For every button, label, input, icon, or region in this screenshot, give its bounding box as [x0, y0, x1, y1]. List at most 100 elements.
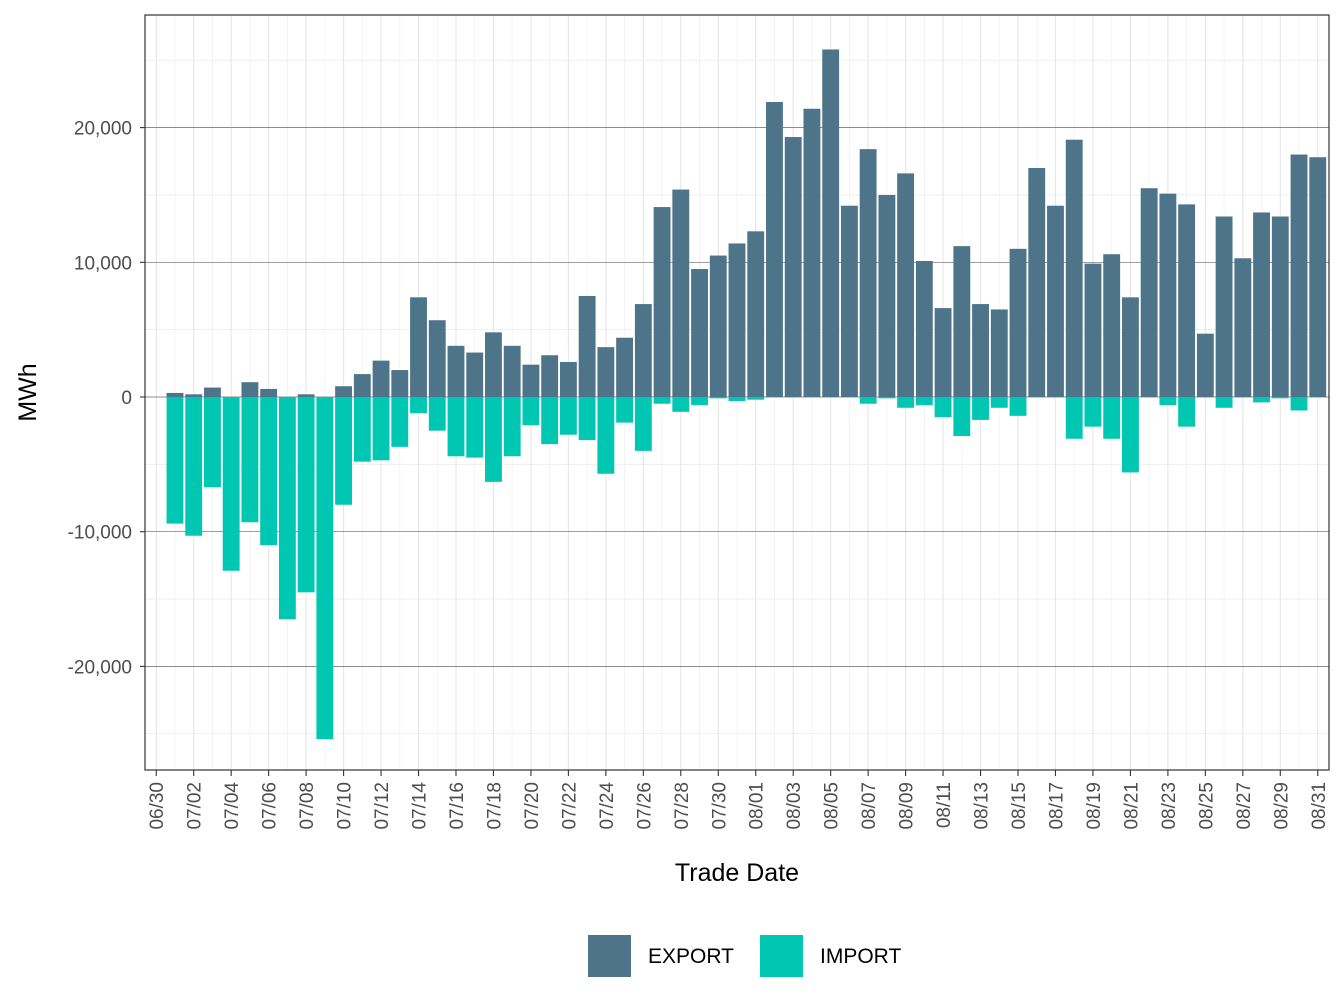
x-tick-label: 07/20 [522, 782, 543, 830]
export-bar-08-22 [1140, 188, 1158, 397]
export-bar-07-26 [634, 304, 652, 397]
export-legend-label: EXPORT [648, 945, 734, 968]
x-tick-label: 08/11 [934, 782, 955, 828]
import-bar-08-29 [1271, 397, 1289, 399]
import-bar-07-28 [672, 397, 690, 412]
import-bar-07-16 [447, 397, 465, 457]
export-bar-07-23 [578, 295, 596, 397]
x-axis-title: Trade Date [675, 859, 799, 887]
export-bar-08-03 [784, 137, 802, 398]
import-bar-08-21 [1121, 397, 1139, 473]
import-bar-08-24 [1178, 397, 1196, 427]
import-bar-08-11 [934, 397, 952, 418]
export-bar-07-20 [522, 364, 540, 397]
x-tick-label: 07/08 [297, 782, 318, 830]
export-bar-07-24 [597, 347, 615, 397]
x-tick-label: 08/29 [1271, 782, 1292, 830]
export-bar-08-26 [1215, 216, 1233, 397]
export-bar-07-28 [672, 189, 690, 397]
export-bar-07-12 [372, 360, 390, 397]
export-bar-07-29 [691, 269, 708, 397]
import-bar-08-10 [915, 397, 933, 406]
export-bar-07-14 [410, 297, 427, 397]
import-legend-label: IMPORT [820, 945, 901, 968]
export-bar-07-05 [241, 382, 259, 397]
import-bar-07-30 [709, 397, 727, 399]
x-tick-label: 06/30 [147, 782, 168, 830]
import-bar-08-01 [747, 397, 765, 400]
x-tick-label: 08/25 [1196, 782, 1217, 830]
import-bar-08-18 [1065, 397, 1083, 439]
export-bar-08-09 [897, 173, 915, 397]
import-bar-08-12 [953, 397, 971, 437]
import-legend-swatch [760, 935, 803, 977]
import-bar-07-07 [278, 397, 296, 620]
x-tick-label: 08/05 [822, 782, 843, 830]
import-bar-07-03 [204, 397, 221, 488]
y-tick-label: 20,000 [74, 119, 132, 140]
export-bar-08-25 [1196, 333, 1214, 397]
export-bar-07-21 [541, 355, 559, 397]
import-bar-07-18 [485, 397, 502, 482]
x-tick-label: 08/31 [1309, 782, 1330, 830]
x-tick-label: 07/22 [559, 782, 580, 830]
plot-panel-border [144, 14, 1330, 771]
import-bar-07-06 [260, 397, 278, 546]
import-bar-07-08 [297, 397, 315, 593]
export-legend-swatch [588, 935, 631, 977]
export-bar-07-06 [260, 388, 278, 397]
export-bar-07-30 [709, 255, 727, 397]
x-tick-label: 08/19 [1084, 782, 1105, 830]
x-tick-label: 07/30 [709, 782, 730, 830]
import-bar-08-20 [1103, 397, 1121, 439]
x-tick-label: 07/10 [335, 782, 356, 830]
export-bar-08-21 [1121, 297, 1139, 397]
x-tick-label: 07/24 [597, 782, 618, 830]
import-bar-08-09 [897, 397, 915, 408]
import-bar-07-02 [185, 397, 203, 536]
import-bar-08-07 [859, 397, 877, 404]
export-bar-08-27 [1234, 258, 1252, 397]
export-bar-07-11 [353, 374, 371, 397]
export-bar-08-08 [878, 194, 896, 397]
import-bar-08-19 [1084, 397, 1102, 427]
import-bar-07-05 [241, 397, 259, 523]
import-bar-07-29 [691, 397, 708, 406]
import-bar-07-12 [372, 397, 390, 461]
import-bar-08-13 [972, 397, 989, 420]
x-tick-label: 08/23 [1159, 782, 1180, 830]
import-bar-08-26 [1215, 397, 1233, 408]
x-tick-label: 08/01 [747, 782, 768, 830]
y-tick-label: 10,000 [74, 253, 132, 274]
x-tick-label: 07/28 [672, 782, 693, 830]
import-bar-08-23 [1159, 397, 1177, 406]
export-bar-08-20 [1103, 254, 1121, 397]
export-bar-08-19 [1084, 263, 1102, 397]
export-bar-08-16 [1028, 168, 1046, 397]
import-bar-07-20 [522, 397, 540, 426]
y-tick-label: -20,000 [68, 657, 132, 678]
x-tick-label: 08/15 [1009, 782, 1030, 830]
legend: EXPORT IMPORT [588, 935, 901, 977]
x-tick-label: 07/14 [410, 782, 431, 830]
import-bar-07-09 [316, 397, 334, 740]
import-bar-08-15 [1009, 397, 1027, 416]
export-bar-08-24 [1178, 204, 1196, 397]
x-tick-label: 08/27 [1234, 782, 1255, 830]
export-bar-07-27 [653, 207, 671, 397]
import-bar-07-17 [466, 397, 484, 458]
export-bar-08-02 [766, 102, 783, 397]
x-tick-label: 08/09 [897, 782, 918, 830]
export-bar-08-30 [1290, 154, 1308, 397]
x-tick-label: 07/16 [447, 782, 468, 830]
export-bar-08-28 [1253, 212, 1270, 397]
x-tick-label: 08/17 [1046, 782, 1067, 830]
export-bar-07-10 [335, 386, 353, 397]
export-bar-08-29 [1271, 216, 1289, 397]
export-bar-07-31 [728, 243, 746, 397]
export-bar-08-01 [747, 231, 765, 397]
x-tick-label: 07/04 [222, 782, 243, 830]
y-tick-label: -10,000 [68, 523, 132, 544]
import-bar-07-23 [578, 397, 596, 441]
